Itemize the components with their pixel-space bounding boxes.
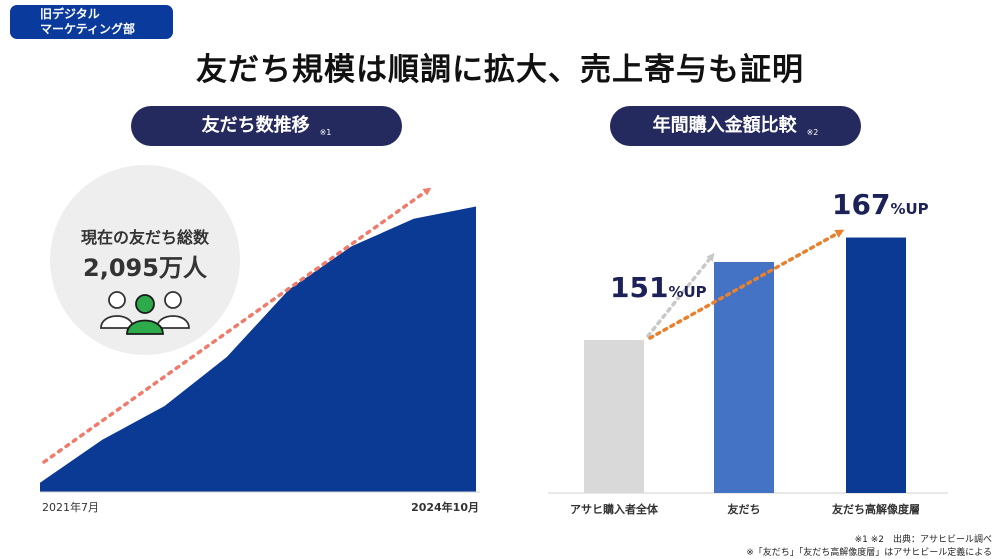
orange-up-arrow xyxy=(648,229,845,340)
department-badge: 旧デジタル マーケティング部 xyxy=(10,5,173,39)
friends-trend-note: ※1 xyxy=(319,128,332,137)
up-label-167-suffix: %UP xyxy=(890,200,928,218)
x-end-label: 2024年10月 xyxy=(411,500,479,514)
bar-category-label-2: 友だち高解像度層 xyxy=(832,502,920,516)
purchase-compare-label: 年間購入金額比較 xyxy=(652,115,797,136)
x-start-label: 2021年7月 xyxy=(42,500,99,514)
department-line-2: マーケティング部 xyxy=(40,22,136,36)
up-label-151-suffix: %UP xyxy=(668,283,706,301)
total-friends-callout: 現在の友だち総数 2,095万人 xyxy=(50,165,240,355)
callout-label: 現在の友だち総数 xyxy=(81,228,210,247)
footnote-definition: ※「友だち」「友だち高解像度層」はアサヒビール定義による xyxy=(746,548,992,558)
callout-value: 2,095万人 xyxy=(83,254,207,282)
department-line-1: 旧デジタル xyxy=(40,7,100,21)
bar-2 xyxy=(846,237,906,493)
purchase-bar-chart: アサヒ購入者全体 友だち 友だち高解像度層 xyxy=(570,237,920,516)
friends-trend-label: 友だち数推移 xyxy=(201,115,310,136)
friends-trend-pill: 友だち数推移 ※1 xyxy=(131,106,402,146)
friends-area-chart xyxy=(40,206,476,492)
bar-category-label-1: 友だち xyxy=(728,502,761,516)
friends-trend-arrow xyxy=(42,187,432,464)
friends-area-series xyxy=(40,206,476,492)
up-label-167-number: 167 xyxy=(832,188,890,221)
bar-category-label-0: アサヒ購入者全体 xyxy=(570,502,659,516)
up-label-167: 167%UP xyxy=(832,188,929,221)
up-label-151-number: 151 xyxy=(610,271,668,304)
gray-up-arrow xyxy=(646,252,715,338)
purchase-compare-note: ※2 xyxy=(806,128,819,137)
footnote-source: ※1 ※2 出典：アサヒビール調べ xyxy=(854,535,992,545)
purchase-compare-pill: 年間購入金額比較 ※2 xyxy=(610,106,861,146)
people-icon xyxy=(100,291,190,335)
page-title: 友だち規模は順調に拡大、売上寄与も証明 xyxy=(196,52,804,88)
up-label-151: 151%UP xyxy=(610,271,707,304)
bar-0 xyxy=(584,340,644,493)
bar-1 xyxy=(714,262,774,493)
